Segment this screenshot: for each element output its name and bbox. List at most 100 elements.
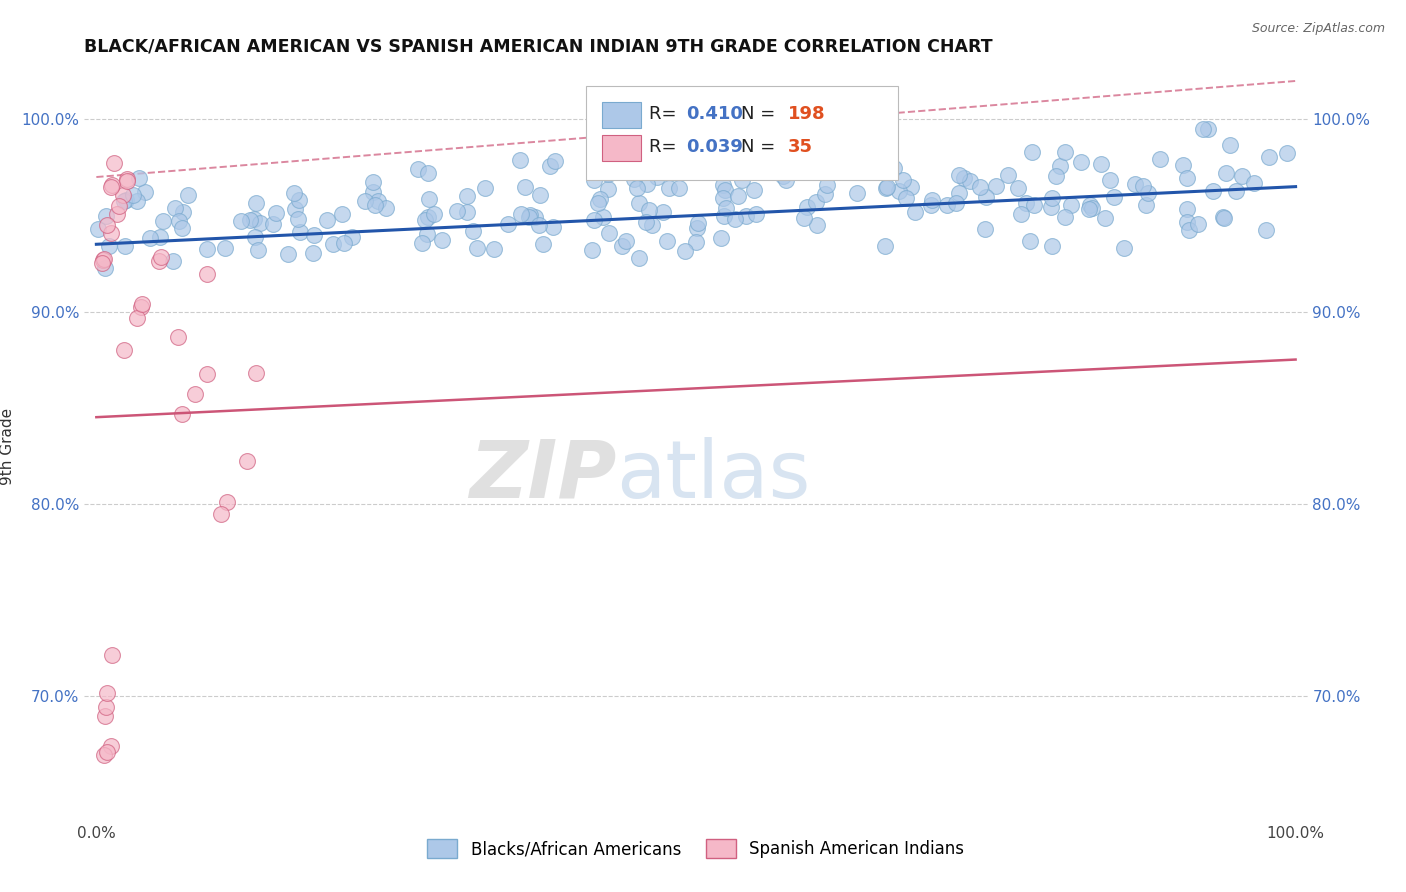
Point	[288, 225, 311, 239]
Point	[586, 195, 609, 210]
Point	[375, 201, 398, 215]
Point	[1112, 241, 1135, 255]
Point	[125, 310, 148, 325]
Point	[640, 218, 662, 232]
Point	[510, 207, 533, 221]
Point	[172, 407, 194, 421]
Point	[953, 171, 976, 186]
Text: ZIP: ZIP	[470, 437, 616, 515]
Point	[598, 226, 620, 240]
Point	[589, 192, 612, 206]
Point	[98, 238, 121, 252]
Point	[1045, 169, 1067, 183]
Point	[364, 198, 387, 212]
Text: atlas: atlas	[616, 437, 811, 515]
Point	[93, 708, 115, 723]
Point	[165, 201, 187, 215]
Point	[1212, 210, 1234, 224]
Point	[172, 204, 194, 219]
Point	[948, 168, 970, 182]
Point	[1081, 201, 1104, 215]
Legend: Blacks/African Americans, Spanish American Indians: Blacks/African Americans, Spanish Americ…	[420, 832, 972, 864]
Point	[596, 182, 619, 196]
Point	[214, 241, 236, 255]
Point	[1175, 215, 1198, 229]
Point	[668, 181, 690, 195]
Point	[513, 180, 536, 194]
Point	[322, 237, 344, 252]
Point	[354, 194, 377, 209]
Point	[636, 215, 658, 229]
Point	[626, 181, 648, 195]
Point	[103, 155, 125, 169]
Point	[986, 179, 1008, 194]
Point	[129, 301, 152, 315]
FancyBboxPatch shape	[602, 135, 641, 161]
Point	[1254, 223, 1277, 237]
Point	[465, 241, 488, 255]
FancyBboxPatch shape	[586, 87, 898, 180]
Point	[302, 227, 325, 242]
Point	[283, 186, 305, 201]
Point	[93, 748, 115, 763]
Point	[134, 185, 156, 199]
Text: 0.410: 0.410	[686, 105, 742, 123]
Point	[418, 193, 440, 207]
Point	[685, 235, 707, 249]
Point	[713, 209, 735, 223]
Point	[1099, 173, 1122, 187]
Point	[423, 206, 446, 220]
Text: N =: N =	[741, 138, 782, 156]
Point	[645, 169, 668, 184]
Point	[416, 166, 439, 180]
Point	[96, 686, 118, 700]
Point	[1135, 198, 1157, 212]
Point	[945, 195, 967, 210]
Point	[651, 205, 673, 219]
Point	[920, 198, 942, 212]
Text: BLACK/AFRICAN AMERICAN VS SPANISH AMERICAN INDIAN 9TH GRADE CORRELATION CHART: BLACK/AFRICAN AMERICAN VS SPANISH AMERIC…	[84, 38, 993, 56]
Point	[875, 181, 897, 195]
Point	[1219, 138, 1241, 153]
Point	[245, 196, 267, 211]
Point	[772, 169, 794, 183]
FancyBboxPatch shape	[602, 102, 641, 128]
Point	[904, 205, 927, 219]
Point	[959, 174, 981, 188]
Text: Source: ZipAtlas.com: Source: ZipAtlas.com	[1251, 22, 1385, 36]
Point	[330, 207, 353, 221]
Point	[1040, 191, 1063, 205]
Point	[167, 330, 190, 344]
Point	[215, 494, 238, 508]
Point	[582, 212, 605, 227]
Point	[1202, 184, 1225, 198]
Point	[1149, 152, 1171, 166]
Point	[541, 220, 564, 235]
Text: R=: R=	[650, 138, 683, 156]
Point	[727, 189, 749, 203]
Point	[1187, 217, 1209, 231]
Point	[1175, 171, 1198, 186]
Point	[1094, 211, 1116, 225]
Point	[100, 180, 122, 194]
Point	[301, 246, 323, 260]
Point	[582, 173, 605, 187]
Point	[1197, 122, 1219, 136]
Point	[806, 218, 828, 232]
Point	[517, 210, 540, 224]
Point	[245, 366, 267, 380]
Point	[921, 193, 943, 207]
Point	[804, 194, 827, 209]
Point	[169, 213, 191, 227]
Point	[277, 247, 299, 261]
Point	[1021, 145, 1043, 160]
Point	[1040, 200, 1063, 214]
Point	[474, 181, 496, 195]
Point	[115, 172, 138, 186]
Point	[1225, 184, 1247, 198]
Point	[288, 193, 311, 207]
Point	[509, 153, 531, 168]
Point	[94, 260, 117, 275]
Point	[112, 343, 135, 357]
Point	[793, 211, 815, 225]
